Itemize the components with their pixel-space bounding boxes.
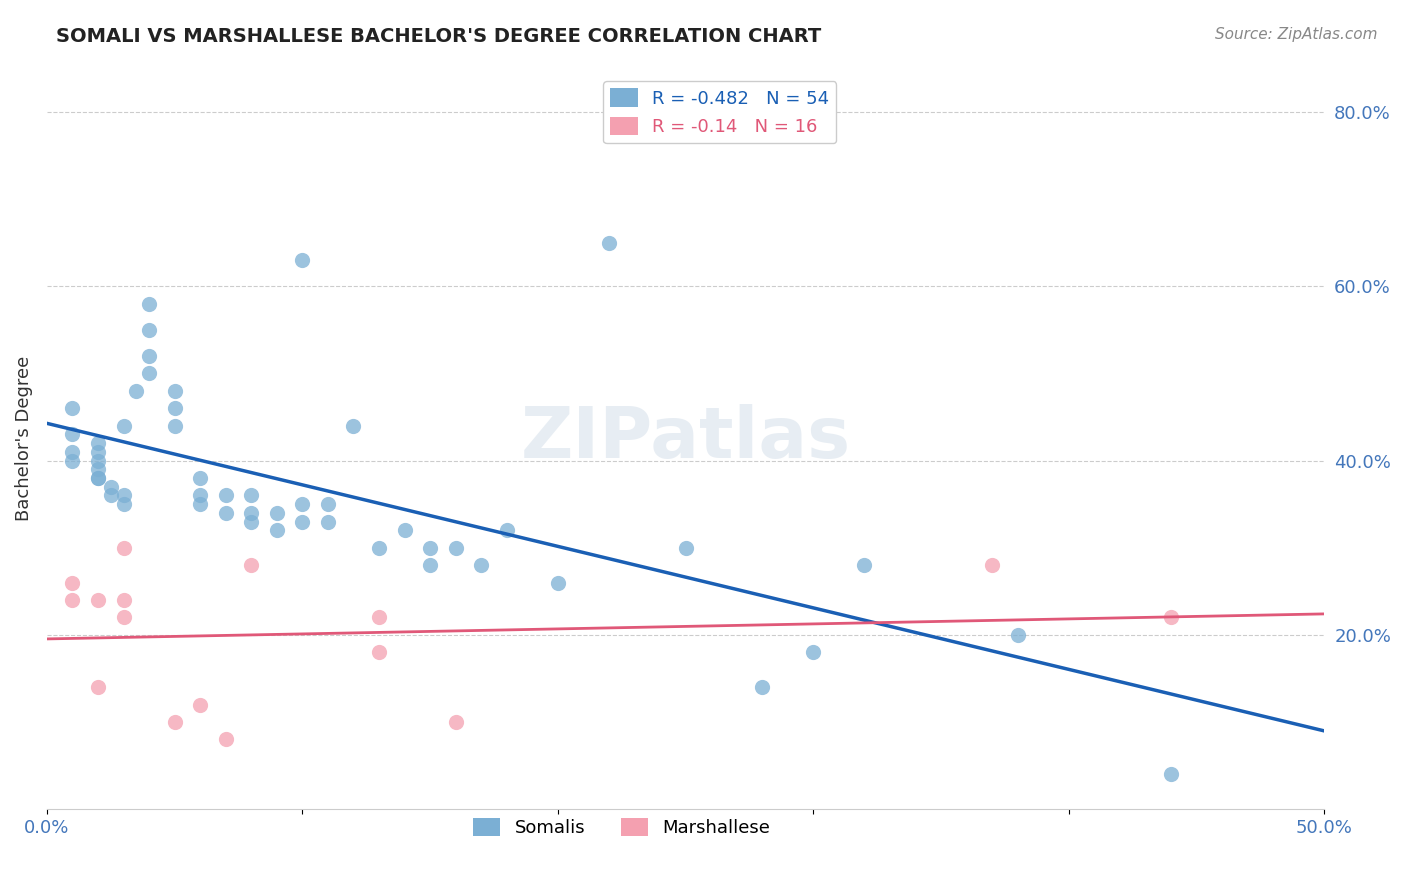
Point xyxy=(87,436,110,450)
Point xyxy=(87,471,110,485)
Point xyxy=(368,541,391,555)
Text: Source: ZipAtlas.com: Source: ZipAtlas.com xyxy=(1215,27,1378,42)
Point xyxy=(1007,628,1029,642)
Point xyxy=(62,593,84,607)
Point xyxy=(163,714,186,729)
Point xyxy=(444,541,467,555)
Point xyxy=(419,558,441,573)
Point xyxy=(470,558,492,573)
Point xyxy=(266,524,288,538)
Point xyxy=(751,680,773,694)
Point xyxy=(87,453,110,467)
Point xyxy=(62,575,84,590)
Point xyxy=(138,349,160,363)
Point xyxy=(853,558,876,573)
Point xyxy=(188,488,211,502)
Point xyxy=(112,488,135,502)
Point xyxy=(1160,610,1182,624)
Point xyxy=(547,575,569,590)
Point xyxy=(62,427,84,442)
Point xyxy=(444,714,467,729)
Point xyxy=(368,645,391,659)
Point xyxy=(125,384,148,398)
Text: ZIPatlas: ZIPatlas xyxy=(520,404,851,474)
Point xyxy=(163,401,186,416)
Point xyxy=(419,541,441,555)
Point xyxy=(100,488,122,502)
Point xyxy=(62,445,84,459)
Point xyxy=(240,515,263,529)
Point xyxy=(215,488,238,502)
Point xyxy=(316,515,339,529)
Point xyxy=(803,645,825,659)
Point xyxy=(163,384,186,398)
Point xyxy=(598,235,620,250)
Point xyxy=(291,515,314,529)
Point xyxy=(112,497,135,511)
Point xyxy=(138,297,160,311)
Point xyxy=(675,541,697,555)
Point xyxy=(981,558,1004,573)
Point xyxy=(87,471,110,485)
Point xyxy=(342,418,364,433)
Point xyxy=(316,497,339,511)
Point xyxy=(112,541,135,555)
Point xyxy=(188,471,211,485)
Point xyxy=(240,488,263,502)
Point xyxy=(87,680,110,694)
Legend: Somalis, Marshallese: Somalis, Marshallese xyxy=(465,811,778,845)
Point xyxy=(87,445,110,459)
Point xyxy=(495,524,517,538)
Point xyxy=(240,558,263,573)
Point xyxy=(112,418,135,433)
Text: SOMALI VS MARSHALLESE BACHELOR'S DEGREE CORRELATION CHART: SOMALI VS MARSHALLESE BACHELOR'S DEGREE … xyxy=(56,27,821,45)
Point xyxy=(188,698,211,712)
Point xyxy=(62,401,84,416)
Point xyxy=(291,497,314,511)
Point xyxy=(266,506,288,520)
Point xyxy=(368,610,391,624)
Point xyxy=(112,593,135,607)
Point xyxy=(394,524,416,538)
Point xyxy=(291,253,314,268)
Point xyxy=(215,732,238,747)
Point xyxy=(100,480,122,494)
Point xyxy=(1160,767,1182,781)
Point xyxy=(163,418,186,433)
Point xyxy=(188,497,211,511)
Y-axis label: Bachelor's Degree: Bachelor's Degree xyxy=(15,356,32,522)
Point xyxy=(112,610,135,624)
Point xyxy=(87,593,110,607)
Point xyxy=(215,506,238,520)
Point xyxy=(138,323,160,337)
Point xyxy=(62,453,84,467)
Point xyxy=(87,462,110,476)
Point xyxy=(240,506,263,520)
Point xyxy=(138,367,160,381)
